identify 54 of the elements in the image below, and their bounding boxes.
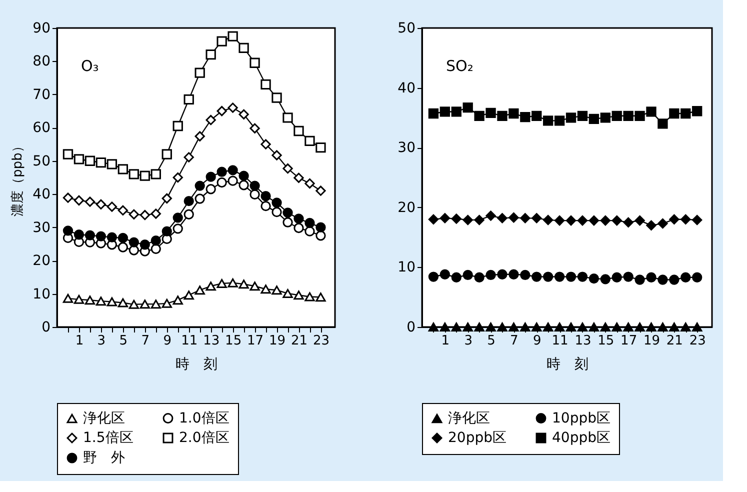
x-tick-label: 11 [181,334,198,348]
x-tick-label: 21 [290,334,308,348]
x-tick-label: 5 [487,334,496,348]
y-tick-label: 20 [32,253,50,270]
x-tick-label: 1 [441,334,450,348]
y-tick-label: 60 [32,120,50,136]
x-tick-label: 13 [574,334,592,348]
y-axis-title: 濃度（ppb） [10,140,26,216]
y-tick-label: 0 [406,320,416,336]
legend-label: 40ppb区 [552,430,610,446]
y-tick-label: 50 [398,20,416,36]
y-tick-label: 50 [32,153,50,170]
legend-label: 10ppb区 [552,410,610,426]
y-tick-label: 30 [32,220,50,236]
y-tick-label: 30 [398,140,416,156]
legend-label: 浄化区 [83,410,125,426]
x-tick-label: 3 [464,334,472,348]
y-tick-label: 20 [398,200,416,216]
legend-label: 浄化区 [448,410,490,426]
x-tick-label: 1 [75,334,84,348]
x-tick-label: 17 [620,334,638,348]
x-tick-label: 23 [312,334,330,348]
y-tick-label: 90 [32,20,50,36]
x-tick-label: 15 [598,334,614,348]
annotation: SO₂ [446,57,474,75]
x-axis-title: 時 刻 [176,356,218,372]
legend-label: 1.0倍区 [179,410,230,426]
x-tick-label: 21 [666,334,683,348]
x-tick-label: 9 [163,334,172,348]
legend-label: 1.5倍区 [83,430,134,446]
annotation: O₃ [81,57,99,75]
y-tick-label: 0 [42,320,50,336]
x-tick-label: 3 [97,334,106,348]
y-tick-label: 40 [398,80,416,96]
legend-label: 20ppb区 [448,430,506,446]
y-tick-label: 80 [32,54,50,70]
x-tick-label: 15 [225,334,242,348]
x-tick-label: 13 [203,334,220,348]
x-tick-label: 11 [552,334,568,348]
y-tick-label: 10 [398,260,416,276]
x-tick-label: 5 [119,334,128,348]
x-tick-label: 19 [643,334,660,348]
legend-label: 野 外 [83,450,125,466]
x-tick-label: 7 [510,334,518,348]
x-tick-label: 9 [532,334,542,348]
y-tick-label: 70 [32,86,50,103]
x-tick-label: 7 [141,334,150,348]
x-axis-title: 時 刻 [546,356,588,372]
x-tick-label: 23 [689,334,706,348]
x-tick-label: 17 [247,334,264,348]
y-tick-label: 10 [32,286,50,302]
legend-label: 2.0倍区 [179,430,230,446]
x-tick-label: 19 [268,334,286,348]
y-tick-label: 40 [32,186,50,203]
